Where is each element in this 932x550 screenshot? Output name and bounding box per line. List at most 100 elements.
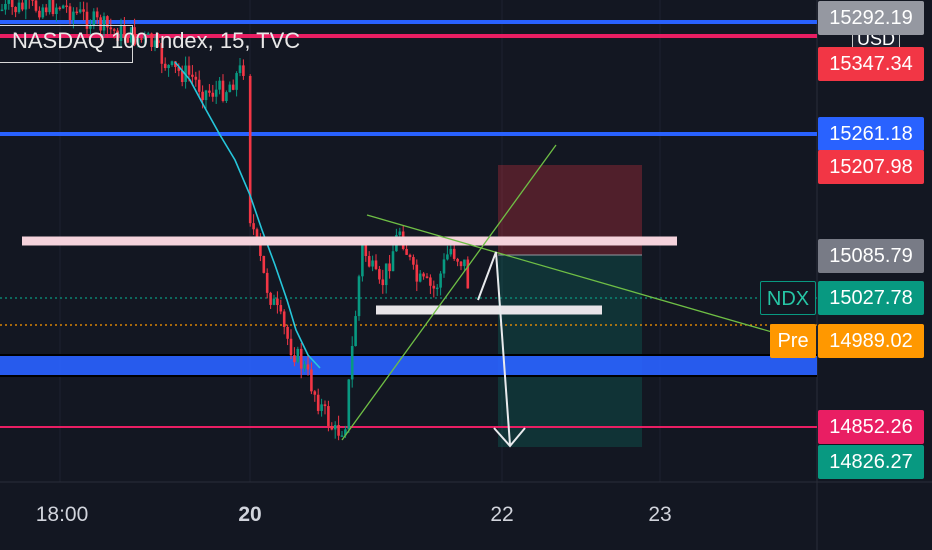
price-label: 15027.78 (818, 281, 924, 315)
candle-body (330, 426, 334, 430)
candle-body (136, 38, 140, 45)
candle-body (418, 273, 422, 282)
take-profit-zone (498, 255, 642, 447)
candle-body (174, 61, 177, 68)
candle-body (384, 263, 388, 286)
candle-body (160, 42, 164, 64)
candle-body (177, 67, 181, 71)
candle-body (299, 348, 303, 369)
candle-body (361, 241, 364, 277)
candle-body (31, 0, 34, 1)
candle-body (7, 0, 11, 4)
price-label: 14852.26 (818, 410, 924, 444)
chart-title: NASDAQ 100 Index, 15, TVC (12, 28, 301, 53)
candle-body (191, 74, 194, 77)
candle-body (163, 63, 167, 69)
symbol-tag: NDX (760, 281, 816, 315)
candle-body (187, 65, 191, 75)
candle-body (75, 11, 79, 14)
candle-body (14, 7, 17, 13)
arrow-head-icon (493, 427, 526, 448)
candle-body (344, 429, 347, 436)
candle-body (398, 231, 402, 235)
candle-body (371, 260, 374, 267)
candle-body (140, 38, 143, 40)
candle-body (381, 279, 385, 286)
price-label: 15207.98 (818, 150, 924, 184)
candle-body (44, 7, 48, 13)
candle-body (452, 248, 456, 259)
candle-body (180, 70, 184, 82)
candle-body (123, 25, 126, 38)
candle-body (378, 269, 381, 280)
candle-body (432, 285, 436, 289)
candle-body (211, 92, 215, 97)
candle-body (252, 223, 255, 230)
candle-body (89, 25, 92, 29)
candle-body (167, 64, 170, 69)
candle-body (34, 0, 38, 11)
candle-body (170, 61, 174, 65)
candle-body (276, 298, 279, 306)
candle-body (99, 17, 102, 31)
price-label: 15261.18 (818, 117, 924, 151)
time-tick-label: 18:00 (35, 503, 89, 526)
candle-body (442, 259, 446, 274)
candle-body (374, 260, 378, 270)
candle-body (197, 79, 201, 92)
candle-body (340, 435, 344, 437)
candle-body (85, 11, 89, 29)
candle-body (306, 364, 310, 370)
candle-body (320, 404, 323, 411)
candle-body (439, 273, 442, 288)
candle-body (129, 27, 133, 43)
candle-body (303, 364, 306, 369)
price-label: 15292.19 (818, 1, 924, 35)
candle-body (51, 0, 55, 15)
candle-body (48, 0, 51, 13)
candle-body (289, 338, 293, 356)
candle-body (201, 91, 204, 101)
candle-body (225, 92, 228, 101)
candle-body (61, 5, 65, 9)
candle-body (102, 16, 106, 31)
candle-body (82, 9, 85, 12)
time-tick-label: 20 (238, 503, 262, 526)
price-label: 14826.27 (818, 445, 924, 479)
candle-body (214, 89, 218, 97)
candle-body (119, 25, 123, 41)
candle-body (388, 263, 391, 272)
candle-body (354, 316, 357, 347)
candle-body (150, 33, 153, 47)
candle-body (4, 3, 7, 10)
candle-body (310, 369, 313, 392)
candle-body (422, 273, 425, 277)
candle-body (364, 241, 368, 257)
candle-body (112, 29, 116, 31)
candle-body (248, 75, 252, 224)
candle-body (17, 2, 21, 13)
candle-body (228, 84, 232, 93)
candle-body (106, 16, 109, 28)
title-frame (0, 25, 133, 63)
candle-body (204, 90, 208, 101)
candle-body (337, 424, 340, 436)
candle-body (333, 424, 337, 430)
candle-body (143, 34, 147, 40)
candle-body (262, 255, 266, 273)
trendline-ascending (341, 144, 557, 441)
price-label: 14989.02 (818, 324, 924, 358)
candle-body (238, 65, 242, 74)
candle-body (323, 404, 327, 407)
candle-body (68, 6, 72, 21)
candle-body (126, 37, 130, 43)
candle-body (466, 259, 470, 289)
time-tick-label: 23 (648, 503, 672, 526)
candle-body (293, 355, 296, 363)
candle-body (65, 5, 68, 8)
candle-body (133, 27, 136, 45)
candle-body (446, 254, 449, 260)
candle-body (78, 9, 82, 13)
candle-body (327, 406, 330, 427)
